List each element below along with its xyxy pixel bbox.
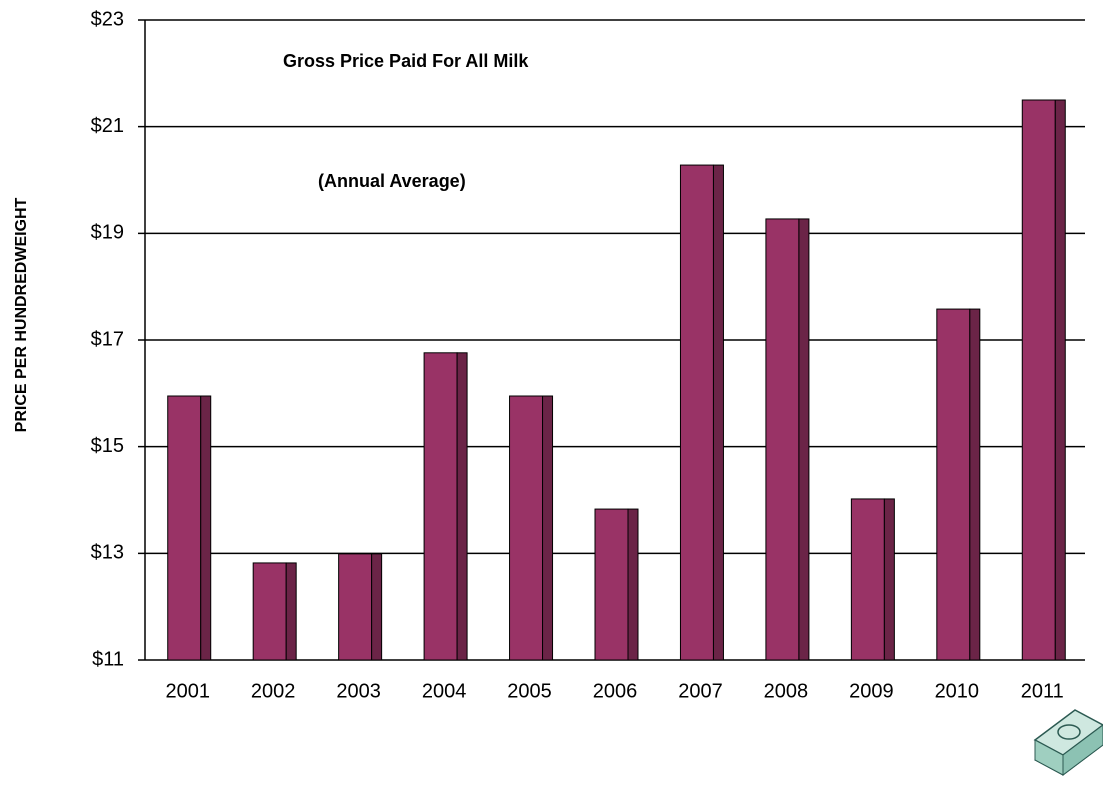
y-tick-label: $23 (91, 8, 124, 30)
bar-side (542, 395, 554, 661)
bar-side (371, 553, 383, 661)
x-tick-label: 2005 (507, 680, 552, 702)
bar-side (627, 508, 639, 661)
y-tick-label: $11 (92, 648, 124, 670)
bar (936, 308, 971, 661)
y-tick-label: $17 (91, 328, 124, 350)
bar (765, 218, 800, 661)
x-tick-label: 2010 (935, 680, 980, 702)
bar-side (883, 498, 895, 661)
bar (679, 164, 714, 661)
bar (338, 553, 373, 661)
y-tick-label: $13 (91, 542, 124, 564)
y-tick-label: $19 (91, 222, 124, 244)
money-icon (1033, 709, 1103, 776)
x-tick-label: 2011 (1021, 680, 1064, 702)
y-tick-label: $15 (91, 435, 124, 457)
bar-side (456, 352, 468, 661)
x-tick-label: 2002 (251, 680, 296, 702)
bar-side (969, 308, 981, 661)
bar (423, 352, 458, 661)
bar (509, 395, 544, 661)
bar-side (798, 218, 810, 661)
y-axis-label: PRICE PER HUNDREDWEIGHT (13, 197, 30, 432)
x-tick-label: 2001 (165, 680, 210, 702)
y-tick-label: $21 (91, 115, 124, 137)
chart-title: Gross Price Paid For All Milk (283, 51, 529, 71)
bar (167, 395, 202, 661)
bar-side (200, 395, 212, 661)
bar-side (712, 164, 724, 661)
x-tick-label: 2003 (336, 680, 381, 702)
bar-side (1054, 99, 1066, 661)
bar (1021, 99, 1056, 661)
x-tick-label: 2009 (849, 680, 894, 702)
bar (252, 562, 287, 661)
x-tick-label: 2004 (422, 680, 467, 702)
x-tick-label: 2008 (764, 680, 809, 702)
bar (850, 498, 885, 661)
chart-subtitle: (Annual Average) (318, 171, 466, 191)
bar (594, 508, 629, 661)
bar-side (285, 562, 297, 661)
x-tick-label: 2006 (593, 680, 638, 702)
x-tick-label: 2007 (678, 680, 723, 702)
